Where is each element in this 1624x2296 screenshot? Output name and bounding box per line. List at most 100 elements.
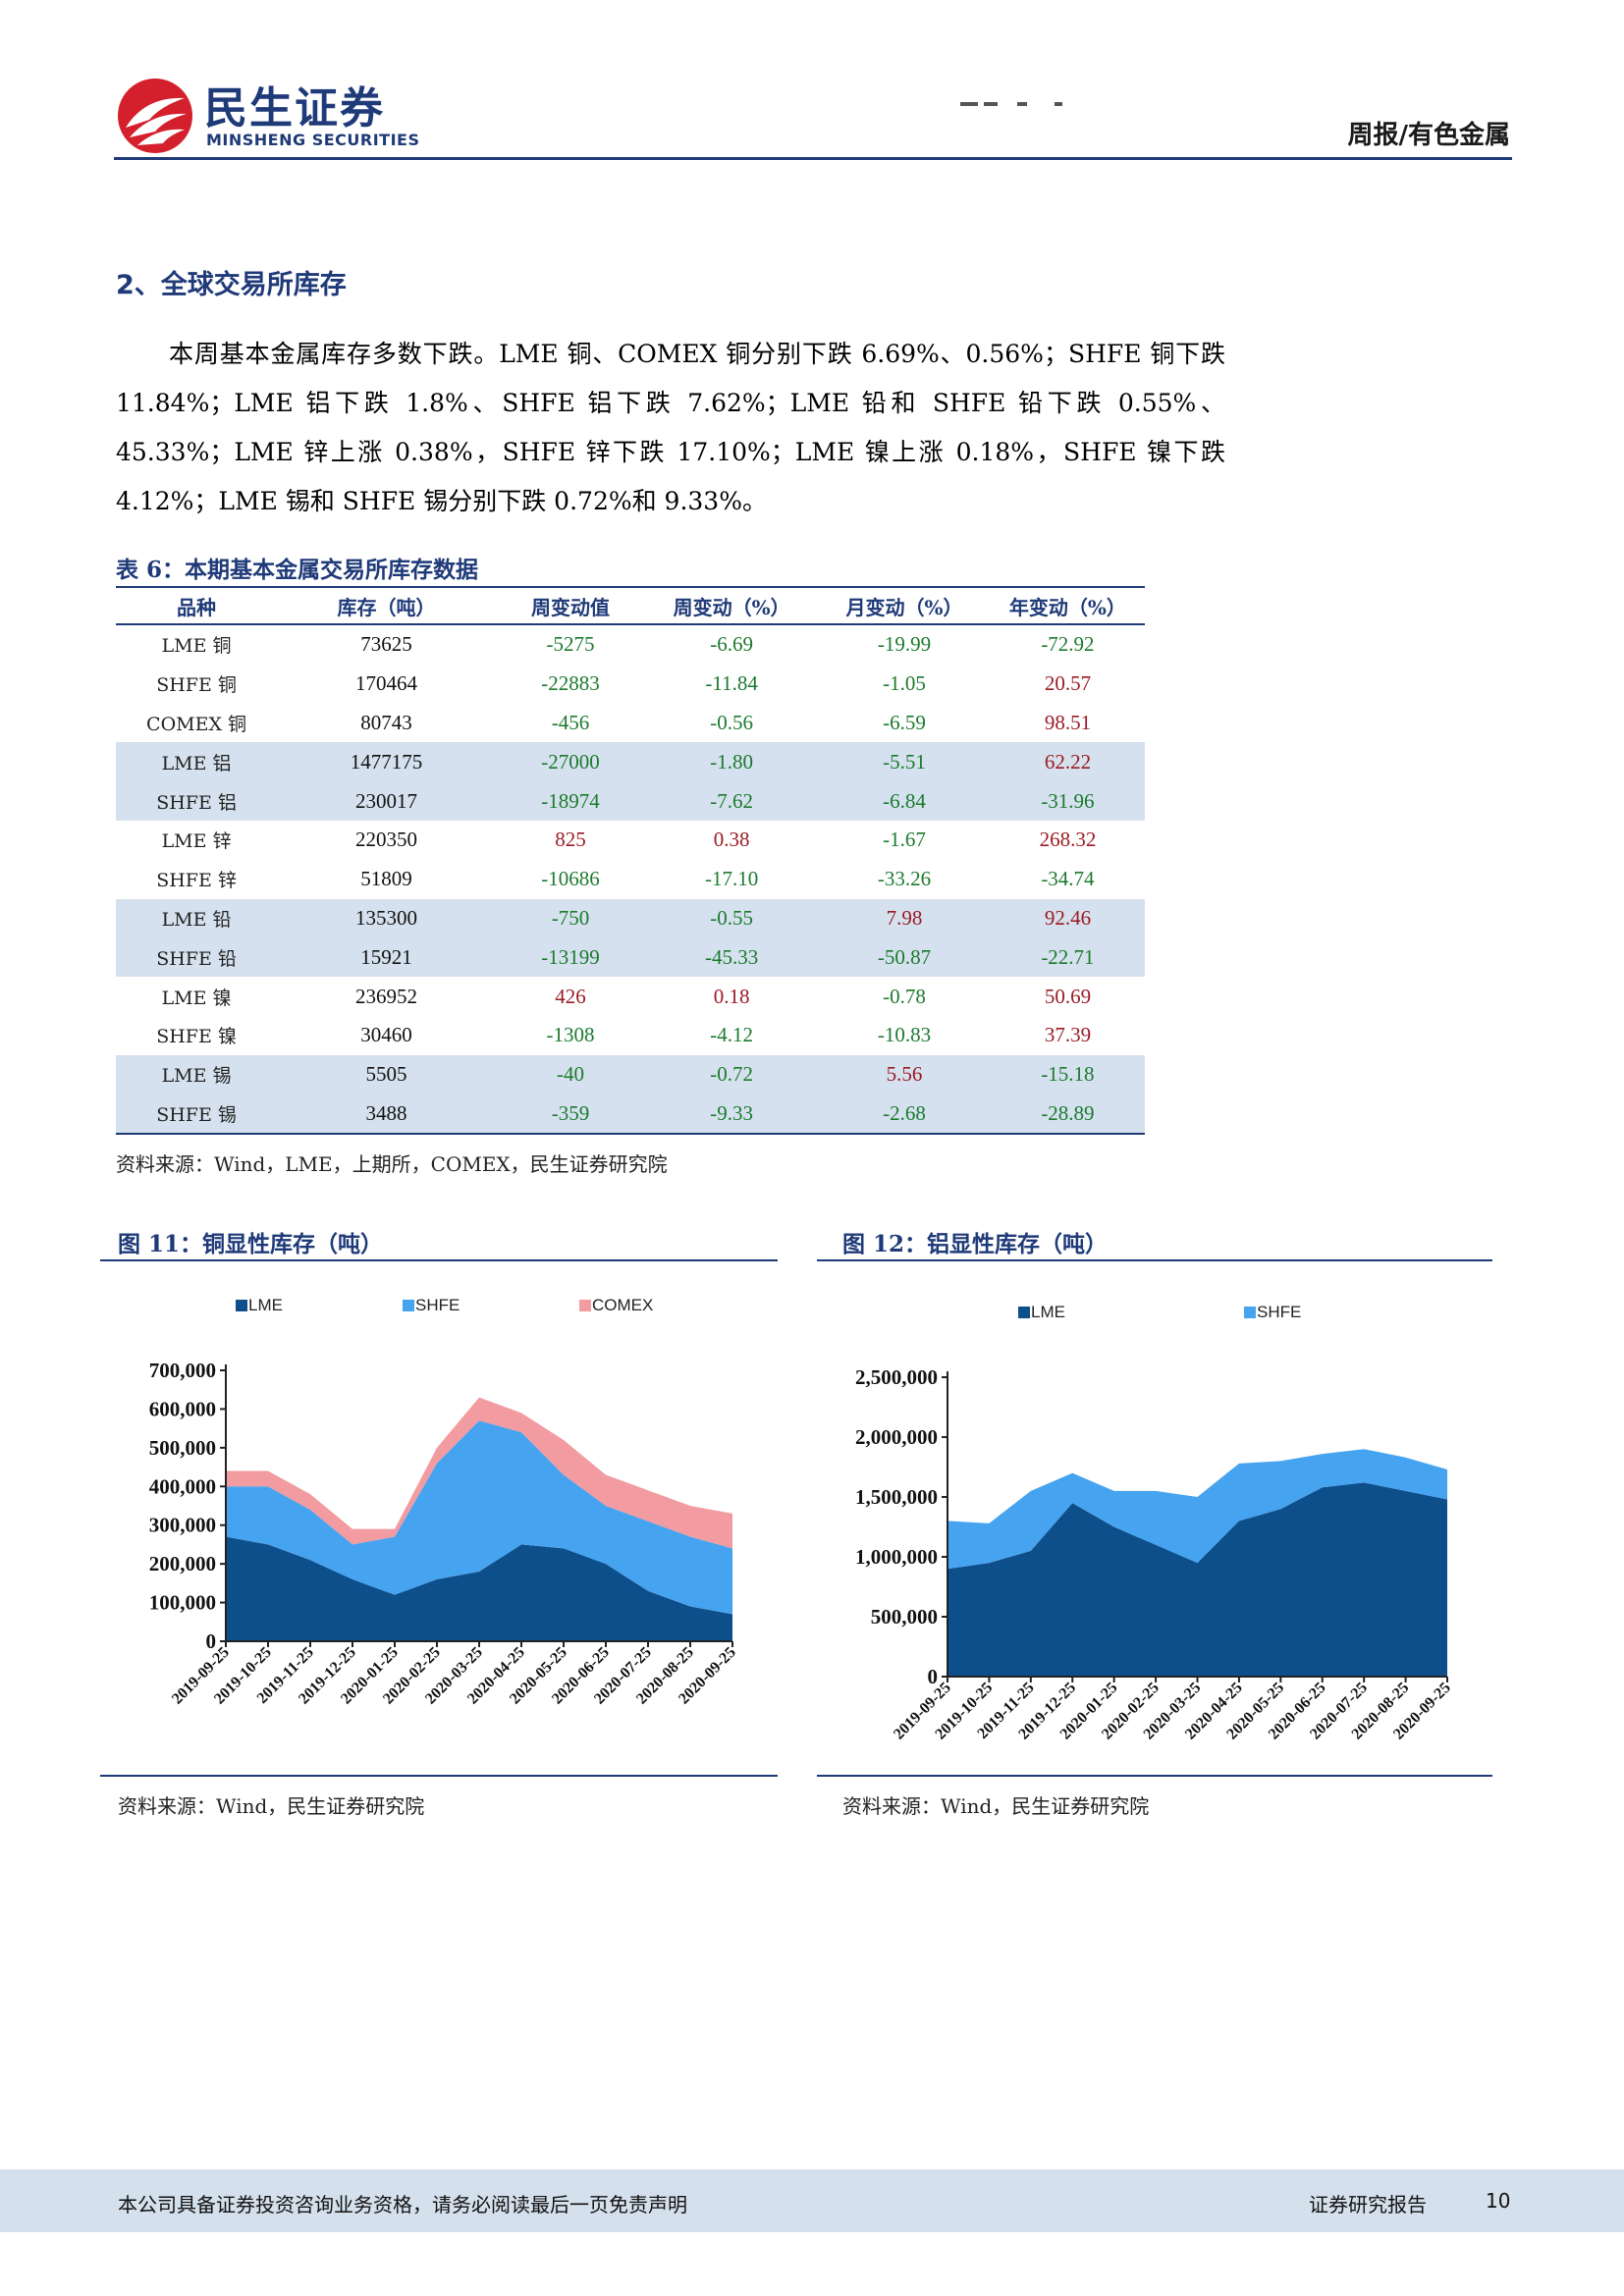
cell-name: SHFE 锡 [116, 1094, 278, 1136]
cell-name: SHFE 镍 [156, 1026, 237, 1048]
cell-weekly-pct: 0.38 [713, 828, 750, 852]
cell-weekly-change: -27000 [495, 742, 646, 782]
table-top-rule [116, 586, 1145, 588]
series-area-shfe [226, 1420, 732, 1615]
cell-name: LME 锡 [116, 1054, 278, 1095]
y-tick-label: 700,000 [149, 1359, 216, 1382]
footer-band [0, 2169, 1624, 2232]
cell-name: LME 铅 [116, 898, 278, 938]
body-paragraph: 本周基本金属库存多数下跌。LME 铜、COMEX 铜分别下跌 6.69%、0.5… [116, 330, 1225, 526]
cell-stock: 5505 [277, 1054, 496, 1095]
cell-weekly-change: -10686 [541, 867, 600, 891]
footer-report-type: 证券研究报告 [1309, 2193, 1427, 2216]
y-tick-label: 1,500,000 [855, 1485, 938, 1509]
legend-swatch [403, 1300, 414, 1311]
figure-11-source: 资料来源：Wind，民生证券研究院 [118, 1794, 425, 1818]
cell-monthly-pct: -33.26 [877, 867, 932, 891]
cell-name: SHFE 锌 [156, 870, 237, 892]
col-header-stock: 库存（吨） [277, 588, 496, 625]
cell-name: LME 锌 [161, 830, 232, 853]
y-tick-label: 1,000,000 [855, 1545, 938, 1569]
section-heading: 2、全球交易所库存 [116, 270, 347, 300]
legend-label: SHFE [415, 1296, 460, 1314]
cell-yearly-pct: -34.74 [1041, 867, 1095, 891]
figure-11-top-rule [100, 1259, 778, 1261]
table-row: COMEX 铜 80743 -456 -0.56 -6.59 98.51 [116, 704, 1145, 743]
cell-weekly-change: -750 [495, 898, 646, 938]
legend-label: COMEX [592, 1296, 653, 1314]
table-row: SHFE 铜 170464 -22883 -11.84 -1.05 20.57 [116, 665, 1145, 704]
cell-weekly-pct: -9.33 [645, 1094, 819, 1136]
y-tick-label: 100,000 [149, 1591, 216, 1615]
cell-weekly-change: -359 [495, 1094, 646, 1136]
figure-11-title: 图 11：铜显性库存（吨） [118, 1231, 384, 1257]
cell-name: COMEX 铜 [146, 713, 247, 735]
cell-stock: 3488 [277, 1094, 496, 1136]
table-row: SHFE 镍 30460 -1308 -4.12 -10.83 37.39 [116, 1016, 1145, 1055]
cell-stock: 236952 [354, 984, 417, 1008]
table-row: LME 铝 1477175 -27000 -1.80 -5.51 62.22 [116, 742, 1145, 782]
table-row: SHFE 铝 230017 -18974 -7.62 -6.84 -31.96 [116, 781, 1145, 821]
y-tick-label: 500,000 [149, 1436, 216, 1460]
cell-monthly-pct: -5.51 [818, 742, 991, 782]
cell-yearly-pct: -72.92 [1041, 632, 1095, 657]
footer-disclaimer: 本公司具备证券投资咨询业务资格，请务必阅读最后一页免责声明 [118, 2193, 687, 2216]
copper-inventory-chart: LME SHFE COMEX 0 100,000 200,000 300,000 400,00… [149, 1296, 739, 1708]
cell-monthly-pct: -50.87 [818, 937, 991, 978]
cell-weekly-pct: 0.18 [713, 984, 750, 1008]
cell-yearly-pct: 92.46 [990, 898, 1145, 938]
table-row: SHFE 锡 3488 -359 -9.33 -2.68 -28.89 [116, 1094, 1145, 1136]
brand-name-en: MINSHENG SECURITIES [206, 131, 420, 149]
cell-monthly-pct: -1.05 [883, 671, 926, 696]
aluminum-inventory-chart: LME SHFE 0 500,000 1,000,000 1,500,000 2,000,0… [855, 1303, 1454, 1743]
col-header-name: 品种 [116, 588, 278, 625]
cell-yearly-pct: -28.89 [990, 1094, 1145, 1136]
cell-weekly-change: -18974 [495, 781, 646, 821]
cell-monthly-pct: -6.59 [883, 710, 926, 734]
cell-name: LME 铜 [161, 635, 232, 658]
col-header-monthly-pct: 月变动（%） [818, 588, 991, 625]
cell-stock: 230017 [277, 781, 496, 821]
figure-12-bottom-rule [817, 1775, 1492, 1777]
cell-name: SHFE 铅 [116, 937, 278, 978]
cell-monthly-pct: -2.68 [818, 1094, 991, 1136]
table-source-note: 资料来源：Wind，LME，上期所，COMEX，民生证券研究院 [116, 1152, 668, 1176]
legend-swatch [1018, 1307, 1030, 1318]
cell-weekly-pct: -4.12 [710, 1023, 753, 1047]
cell-yearly-pct: 98.51 [1044, 710, 1092, 734]
cell-weekly-change: -456 [551, 710, 590, 734]
cell-weekly-change: -1308 [546, 1023, 595, 1047]
cell-weekly-change: -22883 [541, 671, 600, 696]
y-tick-label: 2,000,000 [855, 1425, 938, 1449]
cell-yearly-pct: -15.18 [990, 1054, 1145, 1095]
y-tick-label: 0 [206, 1629, 217, 1653]
col-header-yearly-pct: 年变动（%） [990, 588, 1145, 625]
table-header-row: 品种 库存（吨） 周变动值 周变动（%） 月变动（%） 年变动（%） [116, 588, 1145, 625]
cell-monthly-pct: -0.78 [883, 984, 926, 1008]
cell-weekly-change: -13199 [495, 937, 646, 978]
col-header-weekly-pct: 周变动（%） [645, 588, 819, 625]
figure-12-title: 图 12：铝显性库存（吨） [842, 1231, 1109, 1257]
cell-stock: 135300 [277, 898, 496, 938]
cell-weekly-change: 426 [555, 984, 586, 1008]
cell-stock: 15921 [277, 937, 496, 978]
col-header-weekly-change: 周变动值 [495, 588, 646, 625]
figure-12-top-rule [817, 1259, 1492, 1261]
cell-weekly-pct: -0.72 [645, 1054, 819, 1095]
table-body: LME 铜 73625 -5275 -6.69 -19.99 -72.92 SHFE 铜 17… [116, 624, 1145, 1136]
cell-stock: 170464 [354, 671, 417, 696]
cell-yearly-pct: 268.32 [1039, 828, 1097, 852]
cell-weekly-pct: -11.84 [705, 671, 758, 696]
header-divider [114, 157, 1512, 160]
table-row: SHFE 铅 15921 -13199 -45.33 -50.87 -22.71 [116, 937, 1145, 978]
cell-weekly-change: -40 [495, 1054, 646, 1095]
cell-monthly-pct: 5.56 [818, 1054, 991, 1095]
series-area-lme [947, 1482, 1447, 1677]
inventory-table: 品种 库存（吨） 周变动值 周变动（%） 月变动（%） 年变动（%） LME 铜… [116, 588, 1145, 1136]
y-tick-label: 0 [928, 1665, 939, 1688]
y-tick-label: 500,000 [871, 1605, 938, 1629]
table-row: LME 铅 135300 -750 -0.55 7.98 92.46 [116, 898, 1145, 938]
table-row: LME 铜 73625 -5275 -6.69 -19.99 -72.92 [116, 624, 1145, 665]
cell-weekly-pct: -0.56 [710, 710, 753, 734]
brand-name-cn: 民生证券 [204, 83, 385, 133]
